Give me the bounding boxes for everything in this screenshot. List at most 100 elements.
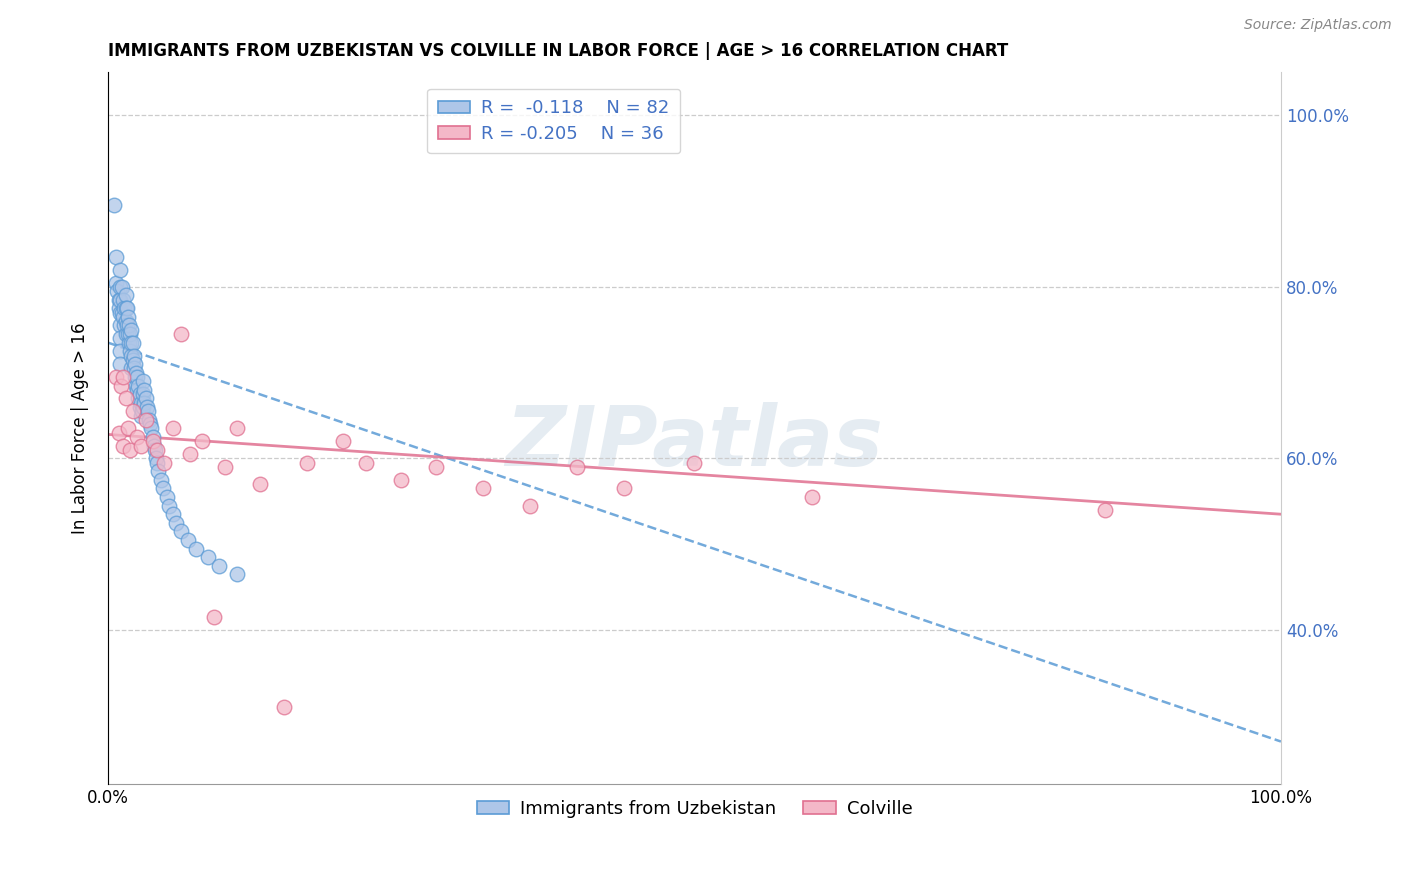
Point [122, 361, 145, 376]
Point [226, 567, 249, 582]
Point [105, 370, 128, 384]
Point [114, 327, 136, 342]
Point [127, 383, 149, 397]
Point [135, 400, 157, 414]
Point [425, 460, 447, 475]
Point [138, 413, 160, 427]
Point [117, 421, 139, 435]
Point [567, 460, 589, 475]
Point [120, 327, 142, 342]
Point [273, 700, 295, 714]
Point [120, 335, 142, 350]
Point [226, 421, 249, 435]
Point [107, 425, 129, 440]
Point [112, 318, 135, 333]
Point [143, 442, 166, 457]
Point [165, 516, 187, 530]
Point [120, 361, 142, 376]
Point [132, 400, 155, 414]
Point [117, 327, 139, 342]
Point [1094, 503, 1116, 517]
Point [117, 310, 139, 324]
Point [149, 473, 172, 487]
Point [124, 357, 146, 371]
Point [114, 392, 136, 406]
Point [108, 293, 131, 307]
Point [121, 335, 143, 350]
Point [115, 301, 138, 316]
Point [208, 558, 231, 573]
Point [108, 318, 131, 333]
Point [472, 482, 495, 496]
Point [108, 357, 131, 371]
Point [115, 318, 138, 333]
Text: IMMIGRANTS FROM UZBEKISTAN VS COLVILLE IN LABOR FORCE | AGE > 16 CORRELATION CHA: IMMIGRANTS FROM UZBEKISTAN VS COLVILLE I… [108, 42, 1008, 60]
Point [125, 378, 148, 392]
Point [177, 533, 200, 547]
Point [132, 374, 155, 388]
Point [146, 456, 169, 470]
Point [152, 482, 174, 496]
Point [125, 366, 148, 380]
Point [519, 499, 541, 513]
Point [132, 387, 155, 401]
Point [142, 439, 165, 453]
Point [389, 473, 412, 487]
Point [127, 370, 149, 384]
Point [184, 541, 207, 556]
Point [141, 421, 163, 435]
Point [332, 434, 354, 449]
Point [134, 395, 156, 409]
Point [135, 392, 157, 406]
Point [114, 288, 136, 302]
Point [129, 439, 152, 453]
Point [127, 430, 149, 444]
Point [114, 301, 136, 316]
Point [108, 305, 131, 319]
Point [683, 456, 706, 470]
Point [112, 370, 135, 384]
Text: Source: ZipAtlas.com: Source: ZipAtlas.com [1244, 18, 1392, 32]
Point [108, 331, 131, 345]
Point [110, 378, 132, 392]
Point [122, 349, 145, 363]
Point [111, 305, 134, 319]
Point [128, 400, 150, 414]
Point [112, 293, 135, 307]
Point [107, 301, 129, 316]
Point [214, 460, 236, 475]
Point [170, 327, 193, 342]
Point [156, 490, 179, 504]
Point [153, 456, 176, 470]
Point [142, 430, 165, 444]
Point [124, 370, 146, 384]
Point [112, 439, 135, 453]
Point [129, 395, 152, 409]
Point [103, 198, 125, 212]
Point [112, 310, 135, 324]
Point [128, 387, 150, 401]
Point [107, 293, 129, 307]
Point [145, 451, 167, 466]
Point [162, 421, 184, 435]
Point [120, 442, 142, 457]
Point [114, 314, 136, 328]
Point [354, 456, 377, 470]
Legend: Immigrants from Uzbekistan, Colville: Immigrants from Uzbekistan, Colville [470, 793, 920, 825]
Point [118, 318, 141, 333]
Point [120, 323, 142, 337]
Point [613, 482, 636, 496]
Point [297, 456, 319, 470]
Point [111, 280, 134, 294]
Point [118, 335, 141, 350]
Point [120, 349, 142, 363]
Point [112, 301, 135, 316]
Point [142, 434, 165, 449]
Point [108, 262, 131, 277]
Point [120, 344, 142, 359]
Point [197, 550, 219, 565]
Point [139, 417, 162, 431]
Point [105, 250, 128, 264]
Point [162, 507, 184, 521]
Point [800, 490, 823, 504]
